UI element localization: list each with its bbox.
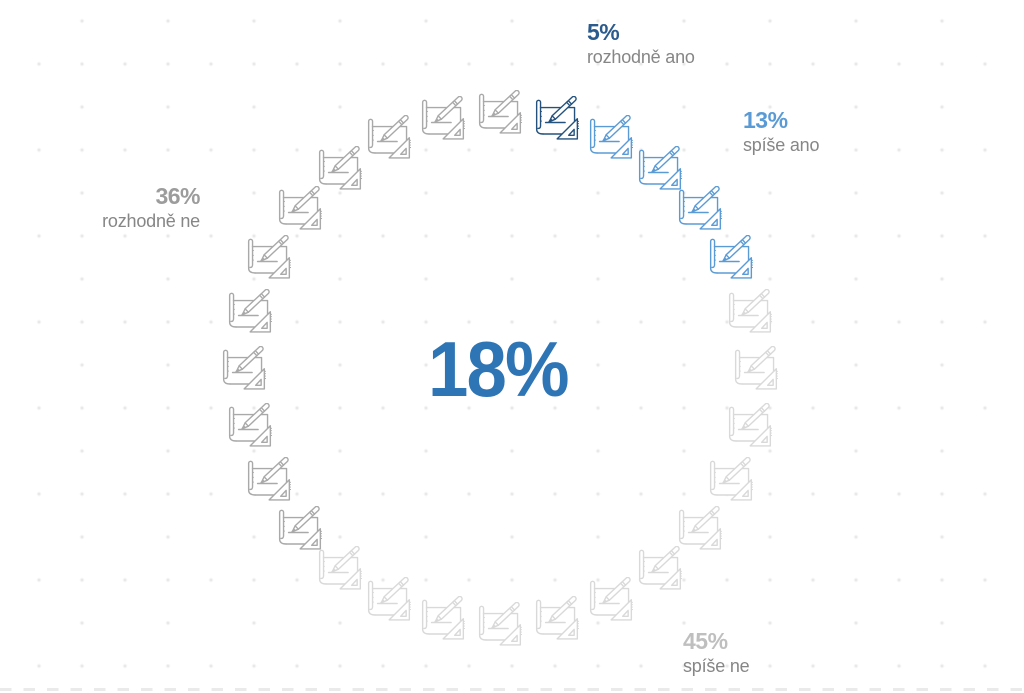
label-spise-ne: 45% spíše ne — [683, 628, 750, 679]
blueprint-icon — [318, 146, 362, 190]
label-spise-ano: 13% spíše ano — [743, 107, 819, 158]
blueprint-icon — [367, 115, 411, 159]
blueprint-icon — [728, 289, 772, 333]
blueprint-icon — [278, 186, 322, 230]
blueprint-icon — [318, 546, 362, 590]
blueprint-icon — [535, 96, 579, 140]
blueprint-icon — [278, 506, 322, 550]
blueprint-icon — [367, 577, 411, 621]
center-value: 18% — [428, 325, 569, 413]
blueprint-icon — [709, 235, 753, 279]
text-spise-ne: spíše ne — [683, 656, 750, 676]
blueprint-icon — [478, 602, 522, 646]
blueprint-icon — [638, 546, 682, 590]
blueprint-icon — [228, 403, 272, 447]
blueprint-icon — [678, 186, 722, 230]
pct-spise-ano: 13% — [743, 107, 788, 133]
pct-spise-ne: 45% — [683, 628, 728, 654]
blueprint-icon — [247, 235, 291, 279]
blueprint-icon — [728, 403, 772, 447]
blueprint-icon — [421, 96, 465, 140]
blueprint-icon — [589, 115, 633, 159]
blueprint-icon — [535, 596, 579, 640]
blueprint-icon — [589, 577, 633, 621]
blueprint-icon — [247, 457, 291, 501]
pct-rozhodne-ne: 36% — [155, 183, 200, 209]
text-rozhodne-ano: rozhodně ano — [587, 47, 695, 67]
label-rozhodne-ano: 5% rozhodně ano — [587, 19, 695, 70]
blueprint-icon — [709, 457, 753, 501]
blueprint-icon — [478, 90, 522, 134]
text-spise-ano: spíše ano — [743, 135, 820, 155]
blueprint-icon — [638, 146, 682, 190]
blueprint-icon — [678, 506, 722, 550]
blueprint-icon — [228, 289, 272, 333]
label-rozhodne-ne: 36% rozhodně ne — [102, 183, 200, 234]
blueprint-icon — [222, 346, 266, 390]
text-rozhodne-ne: rozhodně ne — [102, 211, 200, 231]
pct-rozhodne-ano: 5% — [587, 19, 620, 45]
blueprint-icon — [421, 596, 465, 640]
blueprint-icon — [734, 346, 778, 390]
